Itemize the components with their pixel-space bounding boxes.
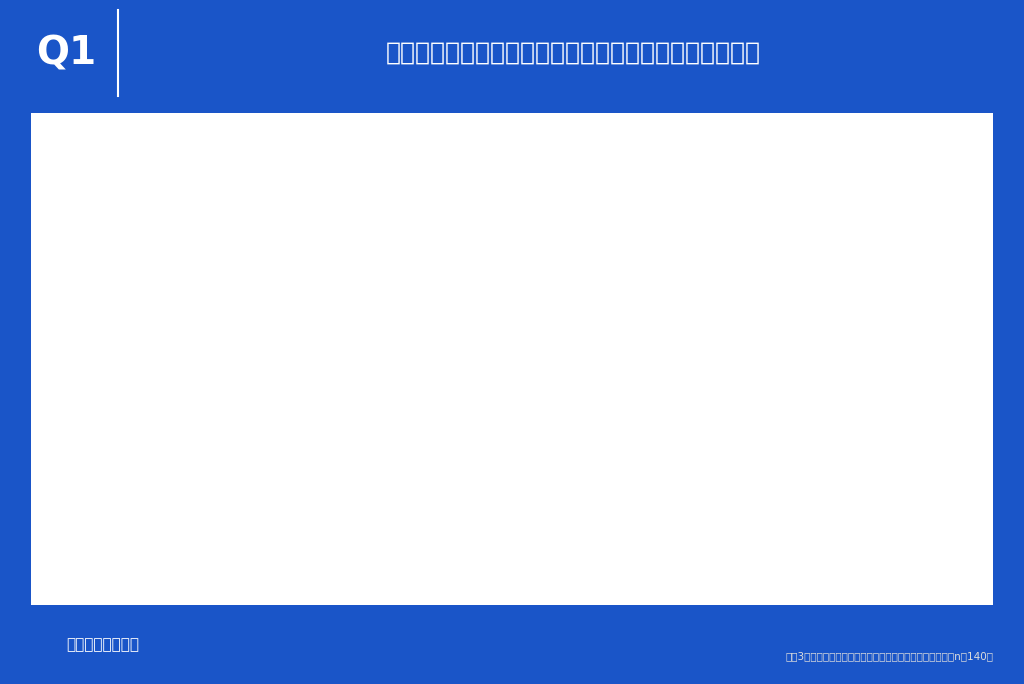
Text: 10.0%: 10.0% [536, 552, 587, 567]
Text: 10.7%: 10.7% [559, 293, 610, 308]
Bar [189, 289, 551, 311]
Bar [189, 215, 767, 237]
Text: 現在通っている塾や予備校の月額費用はいくらですか？: 現在通っている塾や予備校の月額費用はいくらですか？ [386, 41, 761, 65]
Text: 5.0%: 5.0% [367, 515, 408, 530]
Text: 1.4%: 1.4% [245, 478, 286, 493]
Bar [189, 438, 288, 459]
Text: 11.4%: 11.4% [583, 181, 634, 196]
Text: 11.4%: 11.4% [583, 330, 634, 345]
Bar [189, 475, 237, 496]
Text: 4.3%: 4.3% [343, 144, 384, 159]
Text: 2.9%: 2.9% [296, 440, 336, 456]
Bar [189, 549, 527, 570]
Bar [189, 252, 817, 274]
Text: じゅけラボ予備校: じゅけラボ予備校 [66, 637, 139, 652]
Bar [189, 179, 574, 200]
Bar [189, 401, 260, 422]
Bar [189, 363, 358, 385]
Text: 18.6%: 18.6% [825, 256, 877, 271]
Bar [189, 326, 574, 348]
Text: 17.1%: 17.1% [775, 218, 826, 233]
Text: 2.1%: 2.1% [268, 404, 309, 419]
Text: Q1: Q1 [37, 34, 96, 72]
Bar [189, 141, 335, 163]
Bar [189, 512, 358, 533]
Text: 5.0%: 5.0% [367, 367, 408, 382]
Text: 高校3年生の子どもが塾または予備校に通っていた保護者（n＝140）: 高校3年生の子どもが塾または予備校に通っていた保護者（n＝140） [785, 651, 993, 661]
